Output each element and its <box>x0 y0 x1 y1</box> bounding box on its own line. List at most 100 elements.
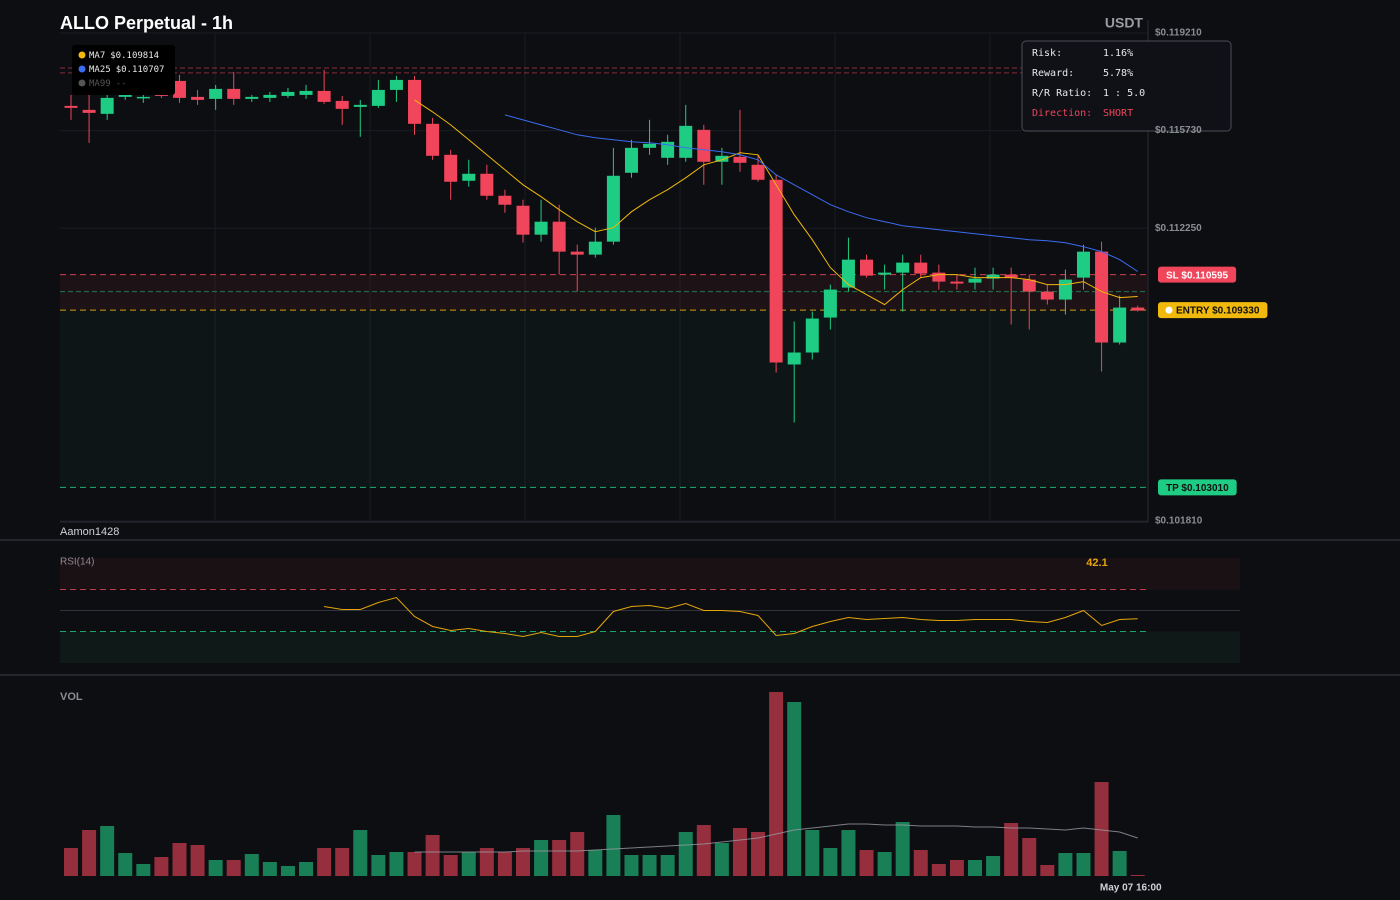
candle-body <box>751 164 765 180</box>
volume-bar <box>443 855 458 876</box>
volume-bar <box>226 860 241 876</box>
volume-bar <box>877 852 892 876</box>
candle-body <box>516 205 530 235</box>
volume-bar <box>552 840 567 876</box>
candle-body <box>1004 274 1018 278</box>
volume-bar <box>244 854 259 876</box>
candle-body <box>498 195 512 205</box>
legend-name: MA25 <box>89 65 111 75</box>
legend-dot <box>78 51 86 59</box>
volume-bar <box>190 845 205 876</box>
legend-value: $0.109814 <box>110 51 159 61</box>
volume-bar <box>389 852 404 876</box>
candle-body <box>82 109 96 113</box>
volume-bar <box>64 848 78 876</box>
candle-body <box>281 91 295 96</box>
candle-body <box>335 100 349 109</box>
volume-bar <box>1040 865 1055 876</box>
candle-body <box>480 173 494 196</box>
candle-body <box>769 179 783 363</box>
volume-bar <box>1004 823 1019 876</box>
legend-value: -- <box>116 79 127 89</box>
info-value: 1.16% <box>1103 48 1133 59</box>
candle-body <box>914 262 928 274</box>
candle-body <box>1040 291 1054 300</box>
candle-body <box>896 262 910 273</box>
volume-bar <box>335 848 350 876</box>
volume-bar <box>136 864 151 876</box>
volume-bar <box>1094 782 1109 876</box>
candle-body <box>733 156 747 163</box>
x-tick-label: May 07 16:00 <box>1100 883 1162 894</box>
candle-body <box>606 175 620 242</box>
y-tick-label: $0.119210 <box>1155 28 1202 39</box>
ma-line <box>414 99 1138 306</box>
candle-body <box>371 89 385 106</box>
volume-bar <box>714 843 729 876</box>
rsi-line <box>324 596 1138 638</box>
volume-bar <box>353 830 368 876</box>
legend-value: $0.110707 <box>116 65 165 75</box>
volume-bar <box>841 830 856 876</box>
candle-body <box>1131 307 1145 311</box>
quote-currency: USDT <box>1105 15 1144 31</box>
candle-body <box>353 104 367 107</box>
candle-body <box>426 123 440 156</box>
volume-ma-line <box>414 823 1138 853</box>
candle-body <box>932 272 946 282</box>
candle-body <box>715 155 729 162</box>
candle-body <box>209 88 223 99</box>
candle-body <box>444 154 458 182</box>
volume-bar <box>497 852 512 876</box>
volume-bar <box>986 856 1001 876</box>
volume-bar <box>172 843 187 876</box>
volume-bar <box>570 832 585 876</box>
volume-bar <box>461 852 476 876</box>
info-label: Risk: <box>1032 48 1062 59</box>
candle-body <box>462 173 476 181</box>
volume-bar <box>1076 853 1091 876</box>
level-badge <box>1158 266 1237 283</box>
price-plot <box>60 32 1147 522</box>
volume-bar <box>678 832 693 876</box>
candle-body <box>878 272 892 275</box>
ma-line <box>504 114 1138 272</box>
volume-bar <box>425 835 440 876</box>
volume-bar <box>588 850 603 876</box>
level-badge <box>1158 302 1268 319</box>
candle-body <box>624 147 638 173</box>
volume-bar <box>895 822 910 876</box>
volume-bar <box>787 702 802 876</box>
volume-bar <box>208 860 223 876</box>
volume-title: VOL <box>60 691 83 703</box>
volume-bar <box>913 850 928 876</box>
candle-body <box>100 97 114 114</box>
volume-bar <box>317 848 332 876</box>
candle-body <box>389 79 403 90</box>
candle-body <box>986 274 1000 279</box>
legend-dot <box>78 79 86 87</box>
candle-body <box>263 94 277 98</box>
level-label: TP $0.103010 <box>1166 483 1229 494</box>
volume-bar <box>769 692 784 876</box>
volume-bar <box>82 830 97 876</box>
candle-body <box>317 90 331 102</box>
overbought-zone <box>60 558 1240 590</box>
y-tick-label: $0.112250 <box>1155 223 1202 234</box>
volume-bar <box>1022 838 1037 876</box>
volume-bar <box>751 832 766 876</box>
candle-body <box>227 88 241 99</box>
candle-body <box>299 90 313 95</box>
legend-dot <box>78 65 86 73</box>
risk-info-box <box>1021 40 1232 132</box>
rsi-title: RSI(14) <box>60 557 94 568</box>
candle-body <box>408 79 422 124</box>
reward-zone <box>60 310 1147 488</box>
volume-bar <box>931 864 946 876</box>
level-label: SL $0.110595 <box>1166 270 1229 281</box>
volume-bar <box>805 830 820 876</box>
info-label: R/R Ratio: <box>1032 88 1092 99</box>
candle-body <box>552 221 566 252</box>
info-value: 1 : 5.0 <box>1103 88 1145 99</box>
